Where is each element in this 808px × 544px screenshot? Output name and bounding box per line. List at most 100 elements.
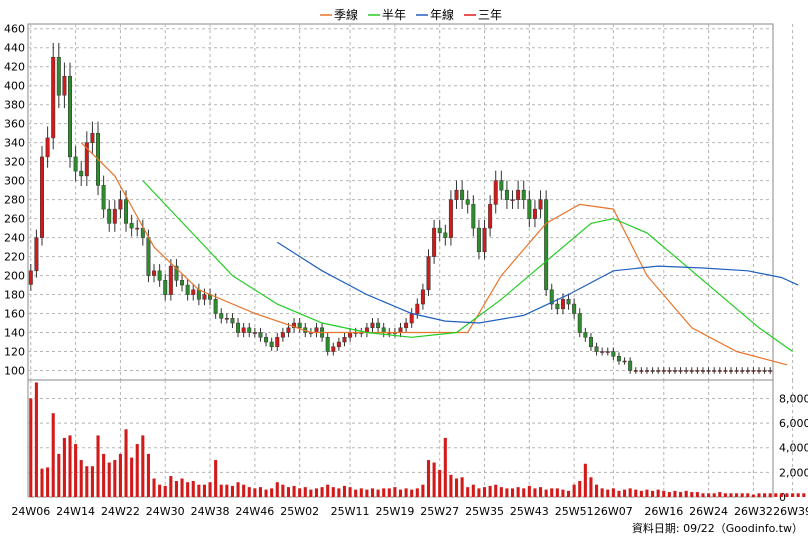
candle-body-57 <box>348 332 353 338</box>
candle-body-70 <box>420 289 425 305</box>
candle-body-6 <box>62 75 67 96</box>
candle-body-124 <box>723 370 728 372</box>
price-tick-0: 100 <box>4 365 25 378</box>
candle-body-3 <box>45 137 50 158</box>
volume-bar-126 <box>735 493 739 497</box>
candle-body-118 <box>689 370 694 372</box>
candle-body-20 <box>140 227 145 238</box>
volume-bar-108 <box>634 489 638 497</box>
candle-body-94 <box>555 303 560 310</box>
candle-body-93 <box>549 289 554 305</box>
x-tick-1: 24W14 <box>56 505 95 518</box>
volume-bar-131 <box>763 493 767 497</box>
candle-body-24 <box>163 280 168 295</box>
volume-bar-116 <box>679 492 683 497</box>
price-tick-10: 300 <box>4 175 25 188</box>
candle-body-66 <box>398 327 403 333</box>
volume-bar-36 <box>230 485 234 497</box>
candle-body-22 <box>152 270 157 276</box>
candle-body-16 <box>118 199 123 210</box>
candle-body-17 <box>124 199 129 224</box>
candle-body-95 <box>560 299 565 310</box>
volume-bar-41 <box>258 487 263 497</box>
candle-body-86 <box>510 199 515 201</box>
legend-label-3: 三年 <box>478 8 502 22</box>
volume-bar-99 <box>583 463 587 497</box>
volume-bar-122 <box>712 493 716 497</box>
price-tick-9: 280 <box>4 194 25 207</box>
volume-bar-104 <box>611 488 615 497</box>
candle-body-100 <box>588 337 593 348</box>
legend: 季線 半年 年線 三年 <box>320 7 502 22</box>
volume-gridlines <box>28 380 794 498</box>
volume-bar-137 <box>796 493 800 497</box>
price-tick-12: 340 <box>4 137 25 150</box>
volume-bar-42 <box>264 489 268 497</box>
volume-bar-72 <box>432 462 436 497</box>
volume-bar-118 <box>690 492 694 497</box>
candle-body-37 <box>236 322 241 333</box>
volume-bar-67 <box>404 488 408 497</box>
volume-bar-86 <box>510 488 515 497</box>
volume-bar-106 <box>623 489 627 497</box>
volume-bar-39 <box>247 487 251 497</box>
candle-body-117 <box>684 370 689 372</box>
volume-bar-3 <box>46 467 50 497</box>
price-tick-14: 380 <box>4 99 25 112</box>
volume-bar-1 <box>34 382 38 497</box>
volume-bar-97 <box>572 484 576 497</box>
candle-body-132 <box>768 370 773 372</box>
price-tick-11: 320 <box>4 156 25 169</box>
volume-bar-110 <box>645 489 649 497</box>
candle-body-63 <box>381 327 386 333</box>
candle-body-23 <box>157 270 162 281</box>
candle-body-119 <box>695 370 700 372</box>
candle-body-35 <box>224 318 229 320</box>
price-tick-3: 160 <box>4 308 25 321</box>
x-tick-0: 24W06 <box>11 505 50 518</box>
volume-bar-7 <box>68 435 72 497</box>
volume-bar-6 <box>62 437 66 497</box>
volume-bar-51 <box>314 488 319 497</box>
x-tick-6: 25W02 <box>280 505 319 518</box>
candle-body-116 <box>678 370 683 372</box>
price-tick-13: 360 <box>4 118 25 131</box>
candle-body-8 <box>73 156 78 172</box>
volume-bar-18 <box>130 457 134 497</box>
volume-bar-68 <box>410 489 414 497</box>
volume-bar-85 <box>505 488 509 497</box>
volume-bar-74 <box>443 437 447 497</box>
volume-bar-102 <box>600 488 604 497</box>
volume-bar-115 <box>673 490 677 497</box>
candle-body-34 <box>219 313 224 319</box>
candle-body-99 <box>583 332 588 338</box>
price-tick-6: 220 <box>4 251 25 264</box>
volume-bar-134 <box>779 493 783 497</box>
candle-body-78 <box>465 199 470 205</box>
candle-body-29 <box>191 289 196 295</box>
candle-body-126 <box>734 370 739 372</box>
volume-bar-120 <box>701 493 705 497</box>
candle-body-128 <box>745 370 750 372</box>
x-tick-10: 25W35 <box>465 505 504 518</box>
volume-bar-103 <box>606 489 610 497</box>
volume-bar-46 <box>286 487 291 497</box>
volume-bar-28 <box>186 482 190 497</box>
volume-bar-53 <box>326 484 330 497</box>
volume-tick-2: 4,000 <box>779 442 808 455</box>
volume-bar-66 <box>398 489 403 497</box>
candle-body-48 <box>297 322 302 329</box>
volume-bar-73 <box>438 469 442 497</box>
candle-body-114 <box>667 370 672 372</box>
volume-bar-71 <box>426 460 431 497</box>
volume-bar-81 <box>482 487 487 497</box>
price-tick-7: 240 <box>4 232 25 245</box>
volume-bar-55 <box>337 488 341 497</box>
volume-bar-136 <box>791 493 795 497</box>
volume-bar-70 <box>421 484 425 497</box>
candle-body-131 <box>762 370 767 372</box>
volume-bar-127 <box>740 493 744 497</box>
data-date-credit: 資料日期: 09/22（Goodinfo.tw） <box>632 521 803 535</box>
candle-body-27 <box>180 280 185 286</box>
volume-bar-101 <box>595 484 599 497</box>
